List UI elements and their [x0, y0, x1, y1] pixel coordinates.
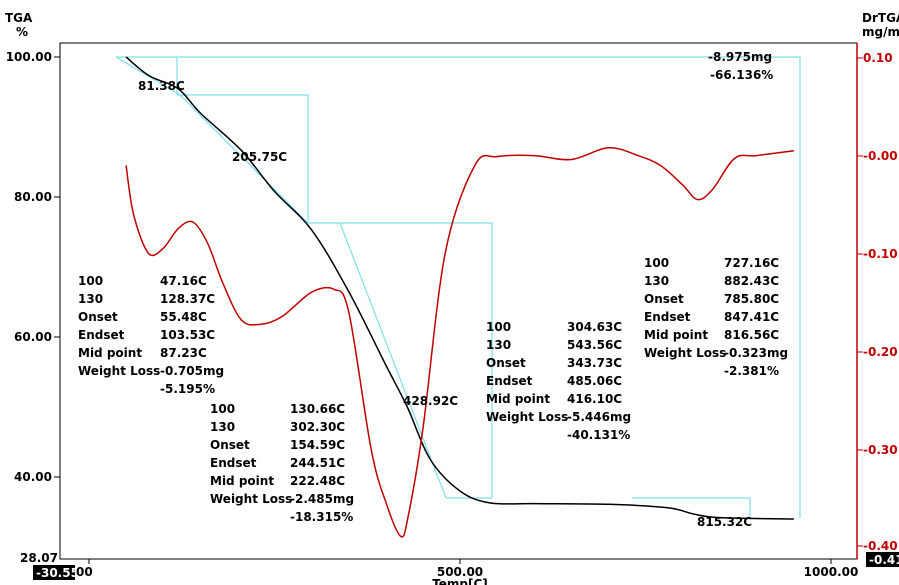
step-value: 416.10C — [567, 392, 622, 406]
step-key: Onset — [78, 310, 118, 324]
right-tick-label: 0.10 — [863, 51, 893, 65]
step-value: -0.705mg — [160, 364, 224, 378]
step-value: -40.131% — [567, 428, 630, 442]
left-tick-label: 100.00 — [6, 50, 52, 64]
step-key: 100 — [78, 274, 103, 288]
step-value: 847.41C — [724, 310, 779, 324]
step-value: 154.59C — [290, 438, 345, 452]
annotation-label: 815.32C — [697, 515, 752, 529]
right-axis-unit: mg/mi — [862, 25, 899, 39]
step-key: Endset — [78, 328, 125, 342]
step-value: 130.66C — [290, 402, 345, 416]
step-value: 55.48C — [160, 310, 207, 324]
annotation-label: 428.92C — [403, 394, 458, 408]
x-tick-label: 00 — [76, 565, 93, 579]
annotation-label: 205.75C — [232, 150, 287, 164]
x-tick-group: 00 500.00 1000.00 — [76, 559, 858, 579]
step-value: -18.315% — [290, 510, 353, 524]
step-value: -5.446mg — [567, 410, 631, 424]
x-tick-label: 500.00 — [437, 565, 483, 579]
right-tick-label: -0.00 — [863, 149, 898, 163]
dtga-curve — [125, 147, 794, 538]
x-axis-min-label: -30.55 — [36, 566, 79, 580]
step-value: 302.30C — [290, 420, 345, 434]
step-key: 100 — [210, 402, 235, 416]
step-key: Endset — [486, 374, 533, 388]
step-value: 882.43C — [724, 274, 779, 288]
left-tick-label: 60.00 — [14, 330, 52, 344]
right-tick-label: -0.20 — [863, 345, 898, 359]
step-value: 543.56C — [567, 338, 622, 352]
step-key: Weight Loss — [486, 410, 568, 424]
left-tick-label: 80.00 — [14, 190, 52, 204]
series-layer — [125, 56, 794, 538]
step-key: Onset — [644, 292, 684, 306]
annotation-label: -8.975mg — [708, 50, 772, 64]
step-table: 100 304.63C 130 543.56C Onset 343.73C En… — [486, 320, 631, 442]
annotation-label: -66.136% — [710, 68, 773, 82]
step-key: Onset — [210, 438, 250, 452]
left-axis-min-label: 28.07 — [20, 551, 58, 565]
step-key: Onset — [486, 356, 526, 370]
step-key: 130 — [210, 420, 235, 434]
step-value: -2.485mg — [290, 492, 354, 506]
step-value: 222.48C — [290, 474, 345, 488]
step-value: 304.63C — [567, 320, 622, 334]
step-key: Weight Loss — [78, 364, 160, 378]
step-table: 100 727.16C 130 882.43C Onset 785.80C En… — [644, 256, 788, 378]
step-table: 100 130.66C 130 302.30C Onset 154.59C En… — [210, 402, 354, 524]
step-value: 727.16C — [724, 256, 779, 270]
step-value: 87.23C — [160, 346, 207, 360]
right-tick-label: -0.10 — [863, 247, 898, 261]
step-value: -5.195% — [160, 382, 215, 396]
x-tick-label: 1000.00 — [804, 565, 859, 579]
step-key: Weight Loss — [210, 492, 292, 506]
step-key: Mid point — [78, 346, 142, 360]
x-min-label-box — [33, 565, 75, 580]
right-axis-min-label: -0.41 — [869, 553, 899, 567]
left-tick-label: 40.00 — [14, 470, 52, 484]
step-value: 816.56C — [724, 328, 779, 342]
annotation-label: 81.38C — [138, 79, 185, 93]
step-value: 47.16C — [160, 274, 207, 288]
step-key: Mid point — [644, 328, 708, 342]
left-axis-title: TGA — [5, 11, 33, 25]
step-key: Endset — [644, 310, 691, 324]
step-value: -0.323mg — [724, 346, 788, 360]
right-tick-label: -0.40 — [863, 539, 898, 553]
step-value: -2.381% — [724, 364, 779, 378]
tga-curve — [125, 56, 794, 520]
right-tick-label: -0.30 — [863, 443, 898, 457]
right-axis-title: DrTGA — [862, 11, 899, 25]
step-key: Mid point — [210, 474, 274, 488]
step-analysis-lines — [115, 56, 801, 518]
step-key: 100 — [486, 320, 511, 334]
step-key: 100 — [644, 256, 669, 270]
right-min-label-box — [866, 552, 899, 567]
step-key: 130 — [78, 292, 103, 306]
step-value: 103.53C — [160, 328, 215, 342]
step-table: 100 47.16C 130 128.37C Onset 55.48C Ends… — [78, 274, 224, 396]
step-key: 130 — [644, 274, 669, 288]
left-tick-group: 100.00 80.00 60.00 40.00 — [6, 50, 60, 484]
step-key: Mid point — [486, 392, 550, 406]
right-tick-group: 0.10 -0.00 -0.10 -0.20 -0.30 -0.40 — [857, 51, 898, 553]
step-value: 343.73C — [567, 356, 622, 370]
step-value: 128.37C — [160, 292, 215, 306]
x-axis-title: Temp[C] — [432, 577, 488, 585]
step-key: Endset — [210, 456, 257, 470]
step-key: 130 — [486, 338, 511, 352]
step-value: 785.80C — [724, 292, 779, 306]
step-key: Weight Loss — [644, 346, 726, 360]
step-value: 244.51C — [290, 456, 345, 470]
left-axis-unit: % — [16, 25, 28, 39]
step-value: 485.06C — [567, 374, 622, 388]
